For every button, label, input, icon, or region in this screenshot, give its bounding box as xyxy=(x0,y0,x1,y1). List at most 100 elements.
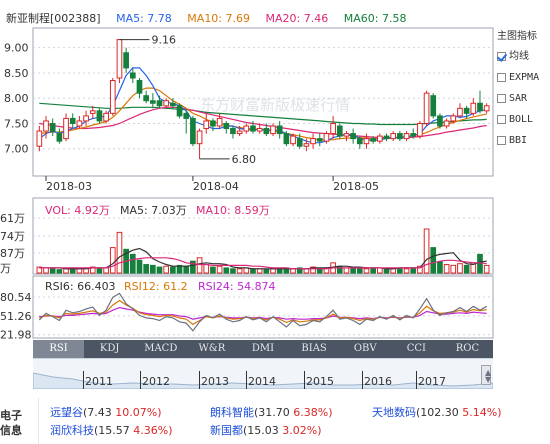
timeline-year-label: 2014 xyxy=(248,375,276,388)
candle xyxy=(336,125,343,137)
volume-bar xyxy=(109,247,116,274)
volume-bar xyxy=(296,267,303,274)
volume-bar xyxy=(103,267,109,274)
volume-bar xyxy=(56,269,63,274)
checkbox-icon[interactable] xyxy=(497,73,506,82)
volume-bar xyxy=(116,231,123,274)
candle xyxy=(216,117,223,127)
candle xyxy=(36,130,43,147)
candle xyxy=(437,115,443,127)
timeline-year-label: 2016 xyxy=(364,375,392,388)
checkbox-icon[interactable] xyxy=(497,94,506,103)
tab-kdj[interactable]: KDJ xyxy=(99,343,120,354)
indicator-option[interactable]: 均线 xyxy=(497,46,550,67)
candle xyxy=(450,115,457,122)
volume-ytick-label: 61万 xyxy=(0,212,25,225)
stock-link[interactable]: 远望谷(7.43 10.07%) xyxy=(50,406,162,419)
candle xyxy=(270,125,276,135)
candle xyxy=(243,125,250,132)
timeline-tick xyxy=(416,371,417,389)
volume-bar xyxy=(457,263,463,274)
candle xyxy=(190,117,196,145)
candle xyxy=(183,112,190,119)
handle-grip-icon: ▲ ▼ xyxy=(485,368,492,384)
tab-obv[interactable]: OBV xyxy=(353,343,377,354)
tab-wr[interactable]: W&R xyxy=(198,343,226,354)
tab-dmi[interactable]: DMI xyxy=(251,343,275,354)
timeline-tick xyxy=(246,371,247,389)
stock-link[interactable]: 天地数码(102.30 5.14%) xyxy=(372,406,502,419)
stock-link[interactable]: 润欣科技(15.57 4.36%) xyxy=(50,424,173,437)
watermark: 东方财富新版极速行情 xyxy=(200,96,350,114)
volume-bar xyxy=(89,266,96,274)
tab-cci[interactable]: CCI xyxy=(406,343,426,354)
rsi-legend-12: RSI12: 61.2 xyxy=(124,280,188,293)
price-ytick-label: 7.50 xyxy=(4,117,29,130)
checkbox-icon[interactable] xyxy=(497,115,506,124)
related-stocks: 电子 信息 远望谷(7.43 10.07%) 朗科智能(31.70 6.38%)… xyxy=(0,398,550,444)
indicator-option[interactable]: EXPMA xyxy=(497,67,550,88)
tab-roc[interactable]: ROC xyxy=(455,343,480,354)
sector-label[interactable]: 电子 信息 xyxy=(0,409,22,437)
candle xyxy=(356,138,363,145)
volume-bar xyxy=(263,269,270,274)
candle xyxy=(69,117,76,124)
tab-macd[interactable]: MACD xyxy=(144,343,178,354)
candle xyxy=(143,95,149,102)
candle xyxy=(350,133,356,140)
timeline-handle[interactable]: ▲ ▼ xyxy=(481,365,491,385)
volume-bar xyxy=(463,264,470,274)
volume-bar xyxy=(129,253,136,274)
tab-bias[interactable]: BIAS xyxy=(301,343,327,354)
volume-bar xyxy=(236,268,243,274)
candle xyxy=(56,133,63,142)
stock-link[interactable]: 新国都(15.03 3.02%) xyxy=(210,424,322,437)
candle xyxy=(477,102,483,112)
tab-rsi[interactable]: RSI xyxy=(33,340,85,358)
volume-bar xyxy=(183,265,190,274)
price-ytick-label: 8.00 xyxy=(4,92,29,105)
volume-legend-ma10: MA10: 8.59万 xyxy=(196,204,270,217)
volume-bar xyxy=(136,259,143,274)
indicator-option[interactable]: SAR xyxy=(497,88,550,109)
candle xyxy=(330,122,336,135)
volume-legend-ma5: MA5: 7.03万 xyxy=(120,204,187,217)
volume-bar xyxy=(450,264,457,274)
volume-bar xyxy=(196,257,203,274)
checkbox-checked-icon[interactable] xyxy=(497,52,506,61)
candle xyxy=(196,130,203,145)
candle xyxy=(403,133,410,140)
volume-bar xyxy=(303,268,310,274)
indicator-option[interactable]: BBI xyxy=(497,130,550,151)
candle xyxy=(377,135,383,142)
candle xyxy=(390,133,397,140)
candle xyxy=(203,120,210,130)
candle xyxy=(210,120,216,127)
volume-bar xyxy=(163,265,170,274)
volume-bar xyxy=(430,247,437,274)
rsi-panel xyxy=(32,275,494,339)
xtick-label: 2018-05 xyxy=(333,180,379,193)
volume-bar xyxy=(336,265,343,274)
timeline-navigator[interactable]: 2011 2012 2013 2014 2015 2016 2017 ▲ ▼ xyxy=(33,358,493,389)
volume-bar xyxy=(43,267,49,274)
volume-bar xyxy=(363,268,370,274)
candle xyxy=(43,120,49,132)
candle xyxy=(397,133,403,140)
rsi-ytick-label: 51.26 xyxy=(0,310,32,323)
volume-bar xyxy=(36,266,43,274)
stock-chart[interactable]: 9.00 8.50 8.00 7.50 7.00 东方财富新版极速行情 9.16 6.80… xyxy=(0,0,550,340)
checkbox-icon[interactable] xyxy=(497,136,506,145)
low-label: 6.80 xyxy=(232,153,257,166)
candle xyxy=(129,72,136,79)
legend-ma10: MA10: 7.69 xyxy=(187,12,251,25)
volume-bar xyxy=(350,268,356,274)
stock-link[interactable]: 朗科智能(31.70 6.38%) xyxy=(210,406,333,419)
legend-ma20: MA20: 7.46 xyxy=(265,12,329,25)
price-ytick-label: 9.00 xyxy=(4,42,29,55)
volume-bar xyxy=(383,268,390,274)
candle xyxy=(323,133,330,142)
indicator-option[interactable]: BOLL xyxy=(497,109,550,130)
candle xyxy=(316,138,323,142)
ma-legend: 新亚制程[002388] MA5: 7.78 MA10: 7.69 MA20: … xyxy=(6,10,418,25)
